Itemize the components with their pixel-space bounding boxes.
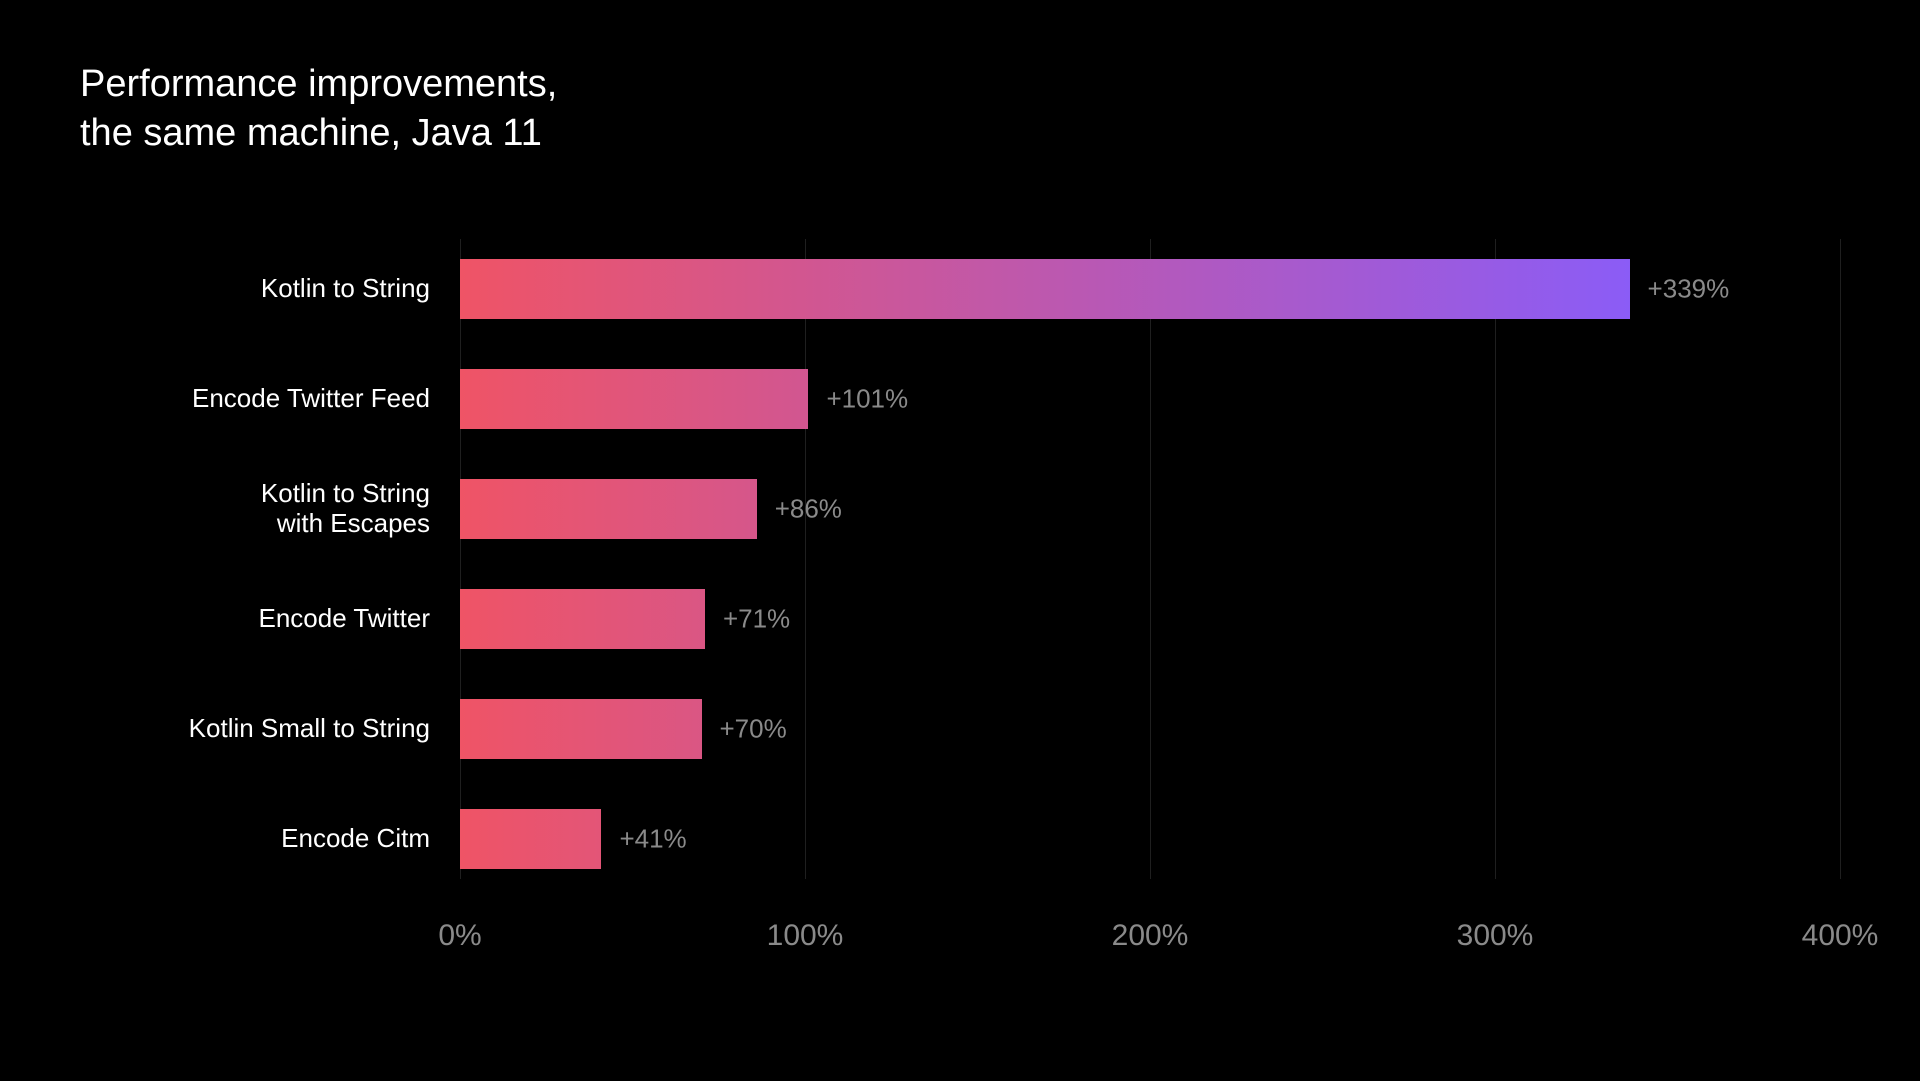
- bar-value: +86%: [775, 493, 842, 524]
- bar-row: Kotlin Small to String +70%: [80, 699, 1840, 759]
- bar-row: Kotlin to String +339%: [80, 259, 1840, 319]
- title-line-1: Performance improvements,: [80, 63, 557, 105]
- bar-value: +70%: [720, 713, 787, 744]
- bar-value: +71%: [723, 603, 790, 634]
- x-axis-tick: 0%: [438, 919, 481, 953]
- x-axis-tick: 300%: [1457, 919, 1534, 953]
- bar-value: +101%: [826, 383, 908, 414]
- bar: [460, 479, 757, 539]
- bar: [460, 369, 808, 429]
- bar-value: +339%: [1648, 273, 1730, 304]
- grid-line: [1150, 239, 1151, 879]
- grid-line: [805, 239, 806, 879]
- bar: [460, 589, 705, 649]
- chart-title: Performance improvements, the same machi…: [80, 60, 1840, 159]
- bar-row: Kotlin to String with Escapes +86%: [80, 479, 1840, 539]
- bar: [460, 259, 1630, 319]
- bar-label: Kotlin to String: [100, 274, 450, 304]
- bar-label: Kotlin to String with Escapes: [100, 479, 450, 539]
- bar-chart: 0%100%200%300%400% Kotlin to String+339%…: [80, 239, 1840, 959]
- title-line-2: the same machine, Java 11: [80, 112, 542, 154]
- bar-label: Encode Citm: [100, 824, 450, 854]
- bar-row: Encode Twitter +71%: [80, 589, 1840, 649]
- grid-line: [460, 239, 461, 879]
- bar-row: Encode Twitter Feed +101%: [80, 369, 1840, 429]
- x-axis-tick: 200%: [1112, 919, 1189, 953]
- slide: Performance improvements, the same machi…: [0, 0, 1920, 1081]
- x-axis-tick: 400%: [1802, 919, 1879, 953]
- plot-area: [460, 239, 1840, 879]
- x-axis-tick: 100%: [767, 919, 844, 953]
- grid-line: [1840, 239, 1841, 879]
- grid-line: [1495, 239, 1496, 879]
- bar-label: Kotlin Small to String: [100, 714, 450, 744]
- bar: [460, 809, 601, 869]
- bar: [460, 699, 702, 759]
- bar-label: Encode Twitter: [100, 604, 450, 634]
- bar-row: Encode Citm +41%: [80, 809, 1840, 869]
- bar-label: Encode Twitter Feed: [100, 384, 450, 414]
- bar-value: +41%: [619, 823, 686, 854]
